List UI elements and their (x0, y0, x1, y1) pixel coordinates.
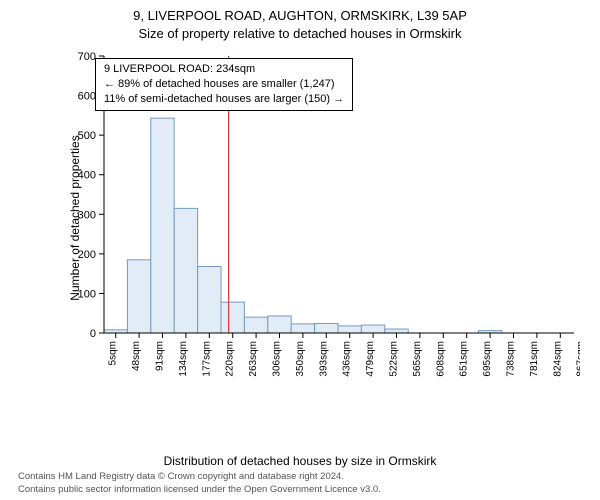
x-tick-label: 263sqm (248, 341, 259, 377)
y-tick-label: 600 (78, 91, 96, 103)
footer-text: Contains HM Land Registry data © Crown c… (18, 471, 381, 496)
footer-line1: Contains HM Land Registry data © Crown c… (18, 471, 381, 483)
x-tick-label: 824sqm (552, 341, 563, 377)
x-tick-label: 5sqm (108, 341, 119, 365)
x-tick-label: 393sqm (318, 341, 329, 377)
y-tick-label: 700 (78, 51, 96, 63)
x-tick-label: 867sqm (576, 341, 580, 377)
x-tick-label: 781sqm (529, 341, 540, 377)
bar (268, 316, 291, 333)
annotation-line2: ← 89% of detached houses are smaller (1,… (104, 77, 344, 92)
bar (221, 302, 244, 333)
x-tick-label: 436sqm (342, 341, 353, 377)
y-tick-label: 0 (90, 328, 96, 340)
x-tick-label: 565sqm (412, 341, 423, 377)
x-tick-label: 91sqm (155, 341, 166, 371)
chart-container: 9, LIVERPOOL ROAD, AUGHTON, ORMSKIRK, L3… (0, 0, 600, 500)
x-tick-label: 306sqm (272, 341, 283, 377)
bar (385, 329, 408, 333)
title-line2: Size of property relative to detached ho… (0, 26, 600, 41)
x-tick-label: 522sqm (389, 341, 400, 377)
annotation-line3: 11% of semi-detached houses are larger (… (104, 92, 344, 107)
annotation-line1: 9 LIVERPOOL ROAD: 234sqm (104, 62, 344, 77)
x-tick-label: 695sqm (482, 341, 493, 377)
x-tick-label: 350sqm (295, 341, 306, 377)
bar (198, 267, 221, 333)
bar (291, 324, 314, 333)
bar (338, 326, 361, 333)
x-tick-label: 608sqm (435, 341, 446, 377)
x-tick-label: 738sqm (506, 341, 517, 377)
x-tick-label: 220sqm (225, 341, 236, 377)
x-tick-label: 651sqm (459, 341, 470, 377)
bar (361, 325, 384, 333)
bar (174, 208, 197, 333)
bar (244, 317, 267, 333)
x-tick-label: 134sqm (178, 341, 189, 377)
bar (127, 260, 150, 333)
annotation-box: 9 LIVERPOOL ROAD: 234sqm ← 89% of detach… (95, 58, 353, 111)
x-axis-label: Distribution of detached houses by size … (0, 454, 600, 468)
x-tick-label: 479sqm (365, 341, 376, 377)
bar (315, 324, 338, 333)
footer-line2: Contains public sector information licen… (18, 484, 381, 496)
x-tick-label: 177sqm (201, 341, 212, 377)
title-line1: 9, LIVERPOOL ROAD, AUGHTON, ORMSKIRK, L3… (0, 8, 600, 23)
bar (151, 118, 174, 333)
y-axis-label: Number of detached properties (68, 135, 82, 300)
x-tick-label: 48sqm (131, 341, 142, 371)
